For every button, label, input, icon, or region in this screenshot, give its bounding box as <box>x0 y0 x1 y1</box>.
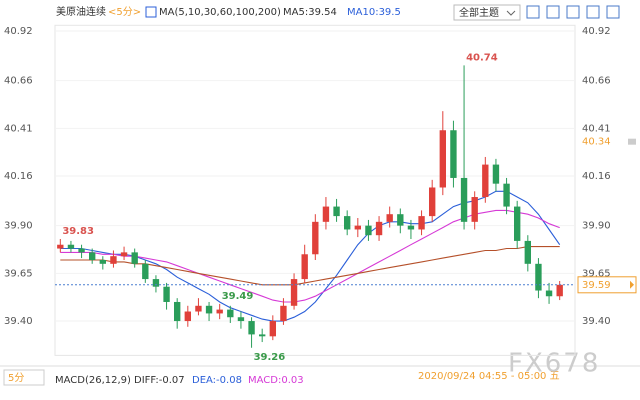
theme-dropdown[interactable] <box>453 4 521 21</box>
candle-body <box>397 214 404 226</box>
y-tick-label: 39.40 <box>4 316 33 327</box>
extreme-label: 39.26 <box>254 352 286 363</box>
plot-frame <box>54 24 576 356</box>
y-tick-label: 39.65 <box>4 268 33 279</box>
y-tick-label-right: 40.92 <box>582 26 611 37</box>
y-tick-label-right: 40.16 <box>582 171 611 182</box>
watermark: FX678 <box>508 349 600 379</box>
last-price-tag <box>577 276 637 294</box>
candle-body <box>280 305 287 322</box>
last-price-marker <box>630 280 634 289</box>
period[interactable]: <5分> <box>108 6 141 18</box>
last-price-label: 39.59 <box>582 280 611 291</box>
tool-icon[interactable] <box>566 5 580 19</box>
extreme-label: 40.74 <box>466 52 498 63</box>
candle-body <box>439 130 446 188</box>
y-tick-label-right: 40.66 <box>582 76 611 87</box>
candle-body <box>545 290 553 297</box>
extreme-label: 39.49 <box>222 291 254 302</box>
candle-body <box>110 256 117 264</box>
candle-body <box>163 286 170 302</box>
candle-body <box>503 183 510 207</box>
candle-body <box>131 252 138 264</box>
macd-diff: DIFF:-0.07 <box>134 375 185 386</box>
ma5: MA5:39.54 <box>283 7 337 18</box>
level-label: 40.34 <box>582 137 611 148</box>
candle-body <box>365 225 372 236</box>
candle-body <box>492 164 500 184</box>
extreme-label: 39.83 <box>62 226 94 237</box>
candle-body <box>418 216 425 230</box>
candle-body <box>556 284 563 297</box>
candle-body <box>375 221 383 236</box>
candle-body <box>429 187 436 217</box>
candle-body <box>290 279 298 306</box>
candle-body <box>78 248 85 253</box>
y-tick-label-right: 39.90 <box>582 221 611 232</box>
candle-body <box>216 309 223 314</box>
ma-line <box>60 246 560 286</box>
y-tick-label-right: 39.65 <box>582 268 611 279</box>
candle-body <box>67 244 75 249</box>
candle-body <box>322 206 330 222</box>
level-marker <box>628 138 636 145</box>
ma-icon[interactable] <box>145 6 157 18</box>
y-tick-label: 40.41 <box>4 123 33 134</box>
candle-body <box>120 252 128 257</box>
y-tick-label: 40.16 <box>4 171 33 182</box>
candle-body <box>174 301 181 322</box>
candle-body <box>152 279 160 287</box>
dropdown-arrow <box>506 10 516 16</box>
y-tick-label-right: 39.40 <box>582 316 611 327</box>
candle-body <box>301 254 308 280</box>
candle-body <box>248 321 255 335</box>
tool-icon[interactable] <box>546 5 560 19</box>
candle-body <box>205 305 213 314</box>
tool-icon[interactable] <box>606 5 620 19</box>
candle-body <box>195 305 202 312</box>
candle-body <box>482 164 489 198</box>
y-tick-label: 40.66 <box>4 76 33 87</box>
y-tick-label-right: 40.41 <box>582 123 611 134</box>
candle-body <box>259 334 266 337</box>
candle-body <box>354 225 361 230</box>
candle-body <box>227 309 234 318</box>
candle-body <box>269 321 276 337</box>
macd-dea: DEA:-0.08 <box>192 375 242 386</box>
candle-body <box>237 317 245 322</box>
candle-body <box>386 214 393 222</box>
candle-body <box>471 197 478 222</box>
candle-body <box>344 216 351 230</box>
y-tick-label: 39.90 <box>4 221 33 232</box>
symbol: 美原油连续 <box>56 5 106 18</box>
time-label: 2020/09/24 04:55 - 05:00 五 <box>418 371 560 382</box>
candle-body <box>524 240 531 264</box>
theme-label[interactable]: 全部主题 <box>459 6 499 19</box>
y-tick-label: 40.92 <box>4 26 33 37</box>
tool-icon[interactable] <box>526 5 540 19</box>
candle-body <box>333 206 340 217</box>
candle-body <box>460 177 468 222</box>
candle-body <box>142 263 149 280</box>
footer-period-box[interactable] <box>3 369 45 386</box>
macd-value: MACD:0.03 <box>248 375 304 386</box>
tool-icon[interactable] <box>586 5 600 19</box>
ma-set: MA(5,10,30,60,100,200) <box>159 7 281 18</box>
candle-body <box>514 206 521 241</box>
candle-body <box>535 263 542 291</box>
candle-body <box>89 252 96 260</box>
candle-body <box>184 311 191 322</box>
macd-label: MACD(26,12,9) <box>55 375 131 386</box>
candle-body <box>57 244 64 249</box>
candle-body <box>99 259 106 264</box>
ma10: MA10:39.5 <box>347 7 401 18</box>
candle-body <box>450 130 457 178</box>
footer-period[interactable]: 5分 <box>8 372 24 384</box>
candle-body <box>407 225 415 230</box>
candle-body <box>312 221 319 255</box>
